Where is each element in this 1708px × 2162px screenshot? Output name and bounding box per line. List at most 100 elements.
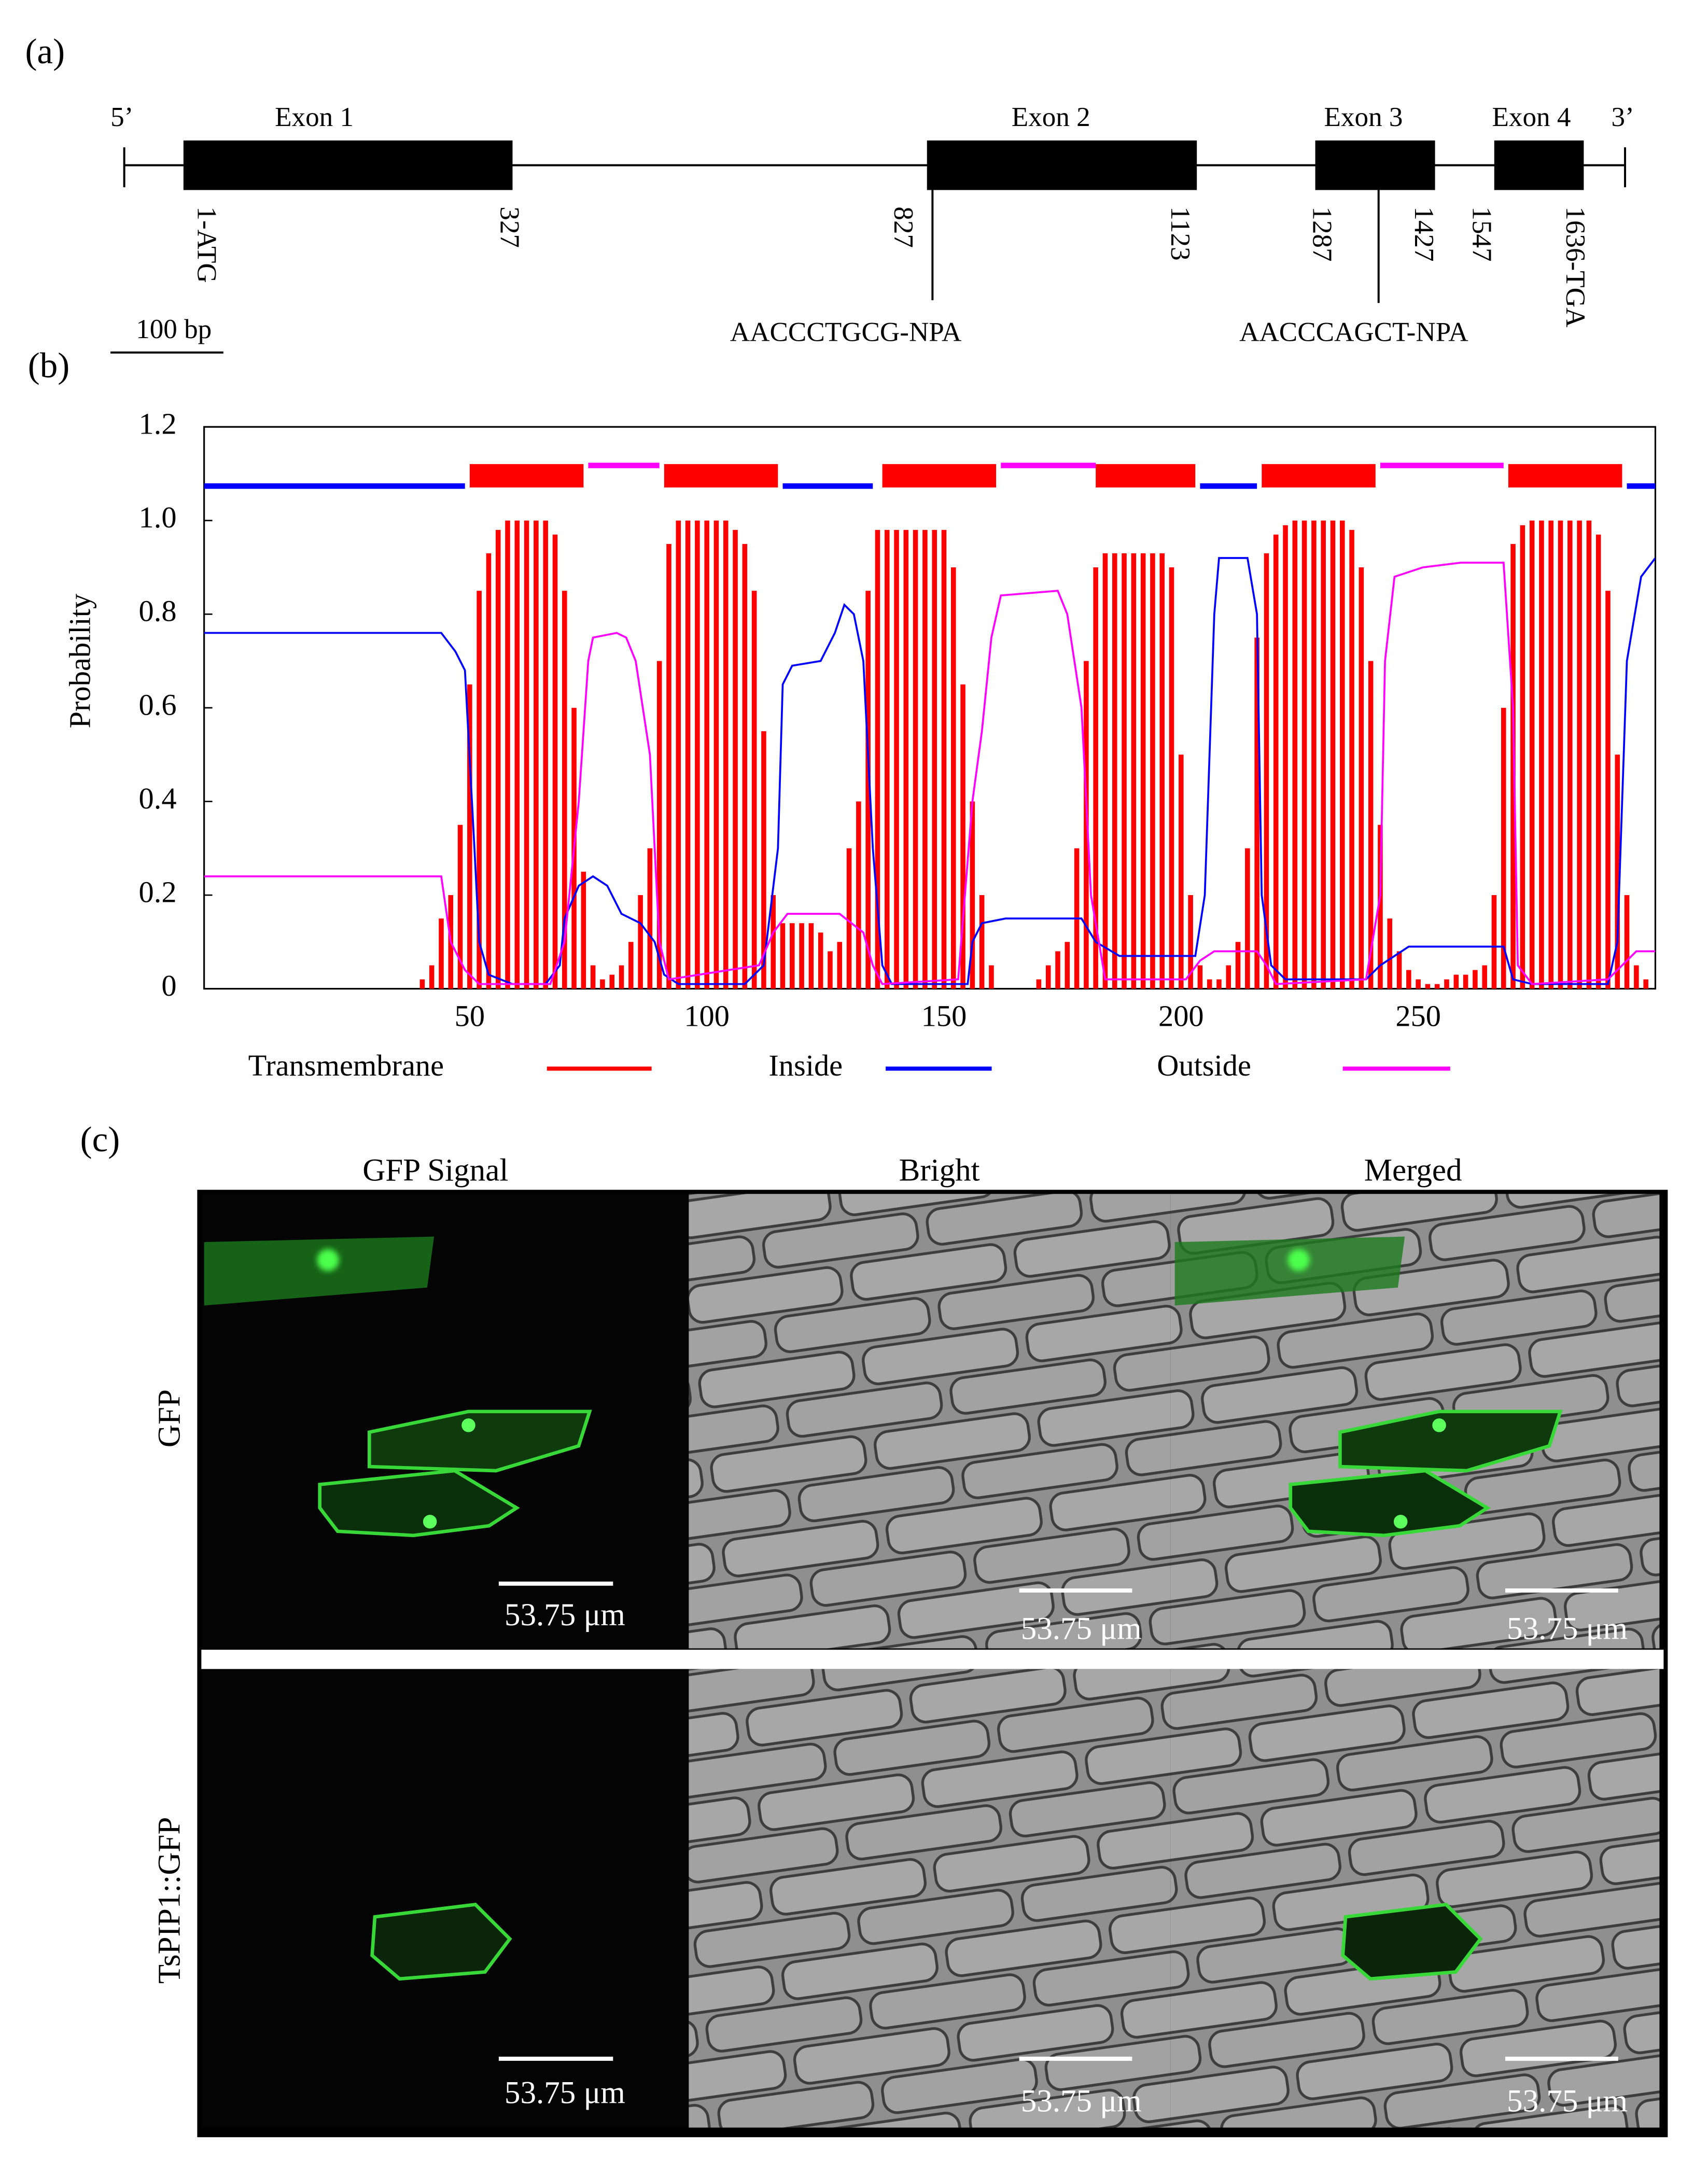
tm-bar xyxy=(875,529,880,989)
tm-bar xyxy=(1112,553,1117,989)
row-label: TsPIP1::GFP xyxy=(152,1817,187,1984)
y-tick-label: 0.8 xyxy=(139,594,177,628)
x-tick-label: 100 xyxy=(684,999,730,1033)
tm-bar xyxy=(828,951,833,989)
tm-bar xyxy=(1301,520,1307,989)
exon xyxy=(1315,140,1435,190)
y-tick-label: 1.0 xyxy=(139,500,177,534)
tm-bar xyxy=(656,661,662,989)
tm-bar xyxy=(457,825,463,989)
gfp-image xyxy=(201,1669,689,2128)
tm-bar xyxy=(1084,661,1089,989)
tm-bar xyxy=(733,529,738,989)
legend-label: Transmembrane xyxy=(248,1049,444,1082)
tm-bar xyxy=(628,942,634,989)
three-end: 3’ xyxy=(1611,102,1634,132)
tm-bar xyxy=(1416,979,1421,989)
tm-bar xyxy=(913,529,918,989)
y-tick-label: 0 xyxy=(161,969,176,1002)
exon-label: Exon 2 xyxy=(1012,102,1090,132)
position-label: 1123 xyxy=(1165,206,1195,260)
x-tick-label: 150 xyxy=(921,999,967,1033)
tm-bar xyxy=(1567,520,1573,989)
tm-bar xyxy=(1159,553,1165,989)
tm-bar xyxy=(846,848,852,989)
tm-bar xyxy=(1368,661,1374,989)
exon-label: Exon 1 xyxy=(275,102,354,132)
tm-bar xyxy=(1311,520,1317,989)
tm-bar xyxy=(1102,553,1108,989)
column-header: Bright xyxy=(899,1153,980,1188)
tm-bar xyxy=(989,965,994,989)
exon-label: Exon 4 xyxy=(1492,102,1571,132)
tm-bar xyxy=(1539,520,1544,989)
y-tick-label: 0.2 xyxy=(139,875,177,909)
panel-a: (a) 5’ 3’ Exon 1 Exon 2 Exon 3 Exon 4 1-… xyxy=(25,31,1634,354)
tm-bar xyxy=(419,979,425,989)
tm-bar xyxy=(1226,965,1231,989)
tm-bar xyxy=(467,684,472,989)
tm-bar xyxy=(1235,942,1241,989)
tm-bar xyxy=(1378,825,1383,989)
tm-bar xyxy=(429,965,435,989)
topology-segment xyxy=(664,464,778,488)
tm-bar xyxy=(695,520,700,989)
tm-bar xyxy=(647,848,653,989)
tm-bar xyxy=(1254,637,1259,989)
tm-bar xyxy=(1245,848,1250,989)
exon xyxy=(927,140,1197,190)
tm-bar xyxy=(1330,520,1336,989)
tm-bar xyxy=(552,534,558,989)
position-label: 1427 xyxy=(1409,206,1439,261)
topology-segment xyxy=(882,464,997,488)
tm-bar xyxy=(1453,974,1459,989)
topology-segment xyxy=(1262,464,1376,488)
tm-bar xyxy=(1473,970,1478,989)
column-header: Merged xyxy=(1364,1153,1462,1188)
tm-bar xyxy=(1425,984,1431,989)
tm-bar xyxy=(1634,965,1639,989)
separator xyxy=(201,1650,1664,1669)
tm-bar xyxy=(1122,553,1127,989)
tm-bar xyxy=(932,529,937,989)
tm-bar xyxy=(514,520,520,989)
y-tick-label: 1.2 xyxy=(139,407,177,441)
tm-bar xyxy=(808,923,814,989)
scale-label: 53.75 μm xyxy=(1507,2084,1628,2118)
tm-bar xyxy=(922,529,928,989)
motif-label: AACCCTGCG-NPA xyxy=(730,317,961,347)
tm-bar xyxy=(534,520,539,989)
panel-label: (b) xyxy=(28,345,69,385)
tm-bar xyxy=(1179,755,1184,989)
position-label: 1-ATG xyxy=(191,206,221,283)
tm-bar xyxy=(600,979,605,989)
tm-bar xyxy=(951,567,956,989)
tm-bar xyxy=(1577,520,1582,989)
legend-label: Outside xyxy=(1157,1049,1251,1082)
scale-label: 53.75 μm xyxy=(1021,2084,1142,2118)
tm-bar xyxy=(477,591,482,989)
tm-bar xyxy=(1586,520,1592,989)
tm-bar xyxy=(799,923,804,989)
x-tick-label: 250 xyxy=(1395,999,1441,1033)
tm-bar xyxy=(1482,965,1487,989)
tm-bar xyxy=(865,591,871,989)
tm-bar xyxy=(486,553,492,989)
panel-label: (c) xyxy=(80,1119,120,1159)
exon-label: Exon 3 xyxy=(1324,102,1403,132)
x-tick-label: 200 xyxy=(1158,999,1204,1033)
panel-label: (a) xyxy=(25,31,65,71)
tm-bar xyxy=(619,965,624,989)
tm-bar xyxy=(884,529,890,989)
scale-label: 53.75 μm xyxy=(505,1598,625,1633)
tm-bar xyxy=(856,801,861,989)
probability-line xyxy=(204,557,1656,985)
tm-bar xyxy=(894,529,899,989)
tm-bar xyxy=(941,529,947,989)
tm-bar xyxy=(704,520,709,989)
tm-bar xyxy=(1558,520,1563,989)
tm-bar xyxy=(1207,979,1212,989)
tm-bar xyxy=(837,942,843,989)
scale-label: 53.75 μm xyxy=(1021,1612,1142,1647)
